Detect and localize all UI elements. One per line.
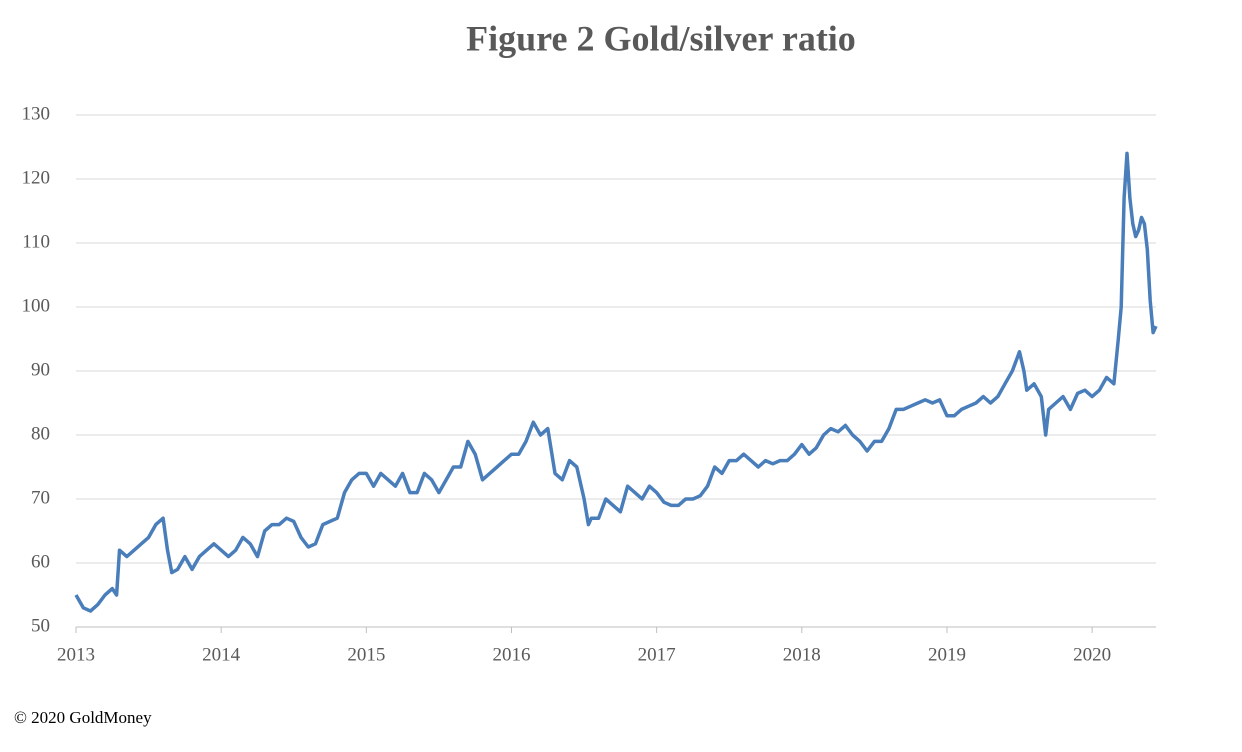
x-tick-label: 2017 bbox=[638, 644, 676, 665]
x-tick-label: 2016 bbox=[492, 644, 530, 665]
y-tick-label: 50 bbox=[31, 615, 50, 636]
y-tick-label: 120 bbox=[22, 167, 51, 188]
y-tick-label: 100 bbox=[22, 295, 51, 316]
x-tick-label: 2014 bbox=[202, 644, 241, 665]
footnote: © 2020 GoldMoney bbox=[14, 708, 152, 727]
chart-title: Figure 2 Gold/silver ratio bbox=[466, 18, 856, 58]
x-tick-label: 2015 bbox=[347, 644, 385, 665]
y-tick-label: 110 bbox=[22, 231, 50, 252]
y-tick-label: 90 bbox=[31, 359, 50, 380]
y-tick-label: 70 bbox=[31, 487, 50, 508]
data-line bbox=[74, 151, 1158, 613]
x-tick-label: 2019 bbox=[928, 644, 966, 665]
x-tick-label: 2020 bbox=[1073, 644, 1111, 665]
x-tick-label: 2013 bbox=[57, 644, 95, 665]
y-tick-label: 80 bbox=[31, 423, 50, 444]
x-tick-label: 2018 bbox=[783, 644, 821, 665]
y-tick-label: 60 bbox=[31, 551, 50, 572]
y-tick-label: 130 bbox=[22, 103, 51, 124]
